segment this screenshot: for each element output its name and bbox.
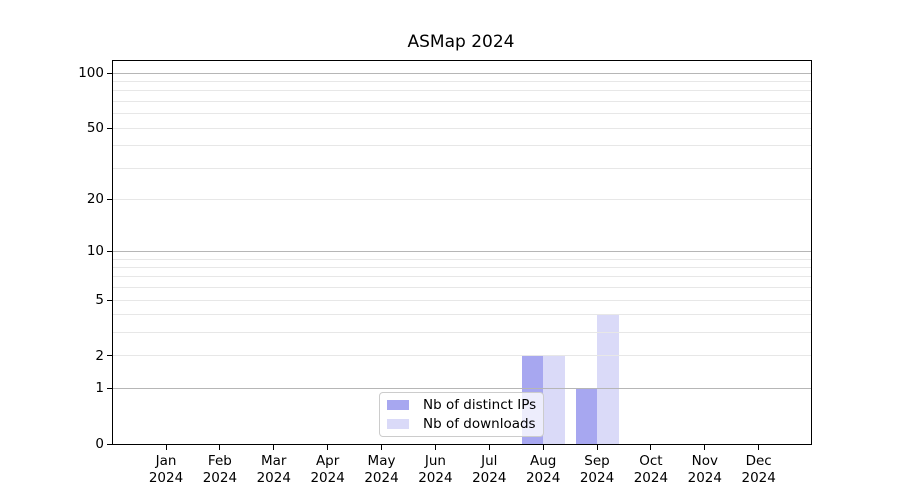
x-tick-may-2024 bbox=[381, 444, 383, 450]
y-tick-label-1: 1 bbox=[95, 380, 104, 397]
y-tick-5 bbox=[107, 299, 113, 301]
x-tick-sep-2024 bbox=[596, 444, 598, 450]
x-tick-aug-2024 bbox=[542, 444, 544, 450]
gridline-y-50 bbox=[113, 127, 811, 129]
gridline-y-1 bbox=[113, 387, 811, 389]
gridline-y-30 bbox=[113, 167, 811, 169]
x-tick-mar-2024 bbox=[273, 444, 275, 450]
legend-item-nb-of-downloads: Nb of downloads bbox=[387, 415, 536, 432]
y-tick-50 bbox=[107, 127, 113, 129]
x-tick-label-sep-2024: Sep 2024 bbox=[579, 453, 615, 486]
gridline-y-2 bbox=[113, 355, 811, 357]
legend-item-nb-of-distinct-ips: Nb of distinct IPs bbox=[387, 396, 537, 413]
x-tick-label-jun-2024: Jun 2024 bbox=[418, 453, 453, 486]
x-tick-jul-2024 bbox=[488, 444, 490, 450]
bar-nb-of-downloads-sep-2024 bbox=[597, 314, 619, 444]
y-tick-20 bbox=[107, 198, 113, 200]
gridline-y-100 bbox=[113, 72, 811, 74]
gridline-y-60 bbox=[113, 113, 811, 115]
legend-swatch-nb-of-downloads bbox=[387, 419, 409, 429]
gridline-y-90 bbox=[113, 81, 811, 83]
gridline-y-10 bbox=[113, 250, 811, 252]
legend: Nb of distinct IPs Nb of downloads bbox=[379, 392, 544, 437]
x-tick-jun-2024 bbox=[434, 444, 436, 450]
y-tick-label-100: 100 bbox=[78, 65, 104, 82]
chart-title: ASMap 2024 bbox=[407, 32, 515, 52]
y-tick-1 bbox=[107, 387, 113, 389]
x-tick-label-apr-2024: Apr 2024 bbox=[310, 453, 345, 486]
y-tick-label-20: 20 bbox=[86, 191, 104, 208]
y-tick-10 bbox=[107, 250, 113, 252]
gridline-y-5 bbox=[113, 299, 811, 301]
gridline-y-8 bbox=[113, 266, 811, 268]
gridline-y-6 bbox=[113, 287, 811, 289]
x-tick-label-may-2024: May 2024 bbox=[364, 453, 399, 486]
x-tick-feb-2024 bbox=[219, 444, 221, 450]
x-tick-apr-2024 bbox=[327, 444, 329, 450]
gridline-y-20 bbox=[113, 198, 811, 200]
x-tick-nov-2024 bbox=[704, 444, 706, 450]
plot-area: 100 50 20 10 5 2 1 0 Jan 2024 Feb 2024 Mar 2024 Apr… bbox=[78, 60, 812, 486]
x-tick-label-jan-2024: Jan 2024 bbox=[148, 453, 184, 486]
x-tick-label-oct-2024: Oct 2024 bbox=[633, 453, 669, 486]
gridline-y-9 bbox=[113, 258, 811, 260]
axis-layer: 100 50 20 10 5 2 1 0 Jan 2024 Feb 2024 Mar 2024 Apr… bbox=[78, 61, 811, 486]
x-tick-dec-2024 bbox=[758, 444, 760, 450]
bar-nb-of-downloads-aug-2024 bbox=[543, 355, 565, 444]
x-tick-jan-2024 bbox=[165, 444, 167, 450]
gridline-y-3 bbox=[113, 332, 811, 334]
x-tick-label-nov-2024: Nov 2024 bbox=[687, 453, 722, 486]
y-tick-100 bbox=[107, 72, 113, 74]
y-tick-label-2: 2 bbox=[95, 347, 104, 364]
y-tick-label-5: 5 bbox=[95, 292, 104, 309]
y-tick-label-50: 50 bbox=[86, 120, 104, 137]
y-tick-label-10: 10 bbox=[86, 243, 104, 260]
x-tick-label-jul-2024: Jul 2024 bbox=[472, 453, 507, 486]
grid-layer bbox=[113, 61, 811, 444]
y-tick-label-0: 0 bbox=[95, 436, 104, 452]
gridline-y-40 bbox=[113, 145, 811, 147]
y-tick-2 bbox=[107, 355, 113, 357]
legend-swatch-nb-of-distinct-ips bbox=[387, 400, 409, 410]
gridline-y-7 bbox=[113, 276, 811, 278]
legend-label-nb-of-distinct-ips: Nb of distinct IPs bbox=[423, 396, 537, 413]
x-tick-label-mar-2024: Mar 2024 bbox=[256, 453, 291, 486]
y-tick-0 bbox=[107, 443, 113, 445]
gridline-y-70 bbox=[113, 101, 811, 103]
x-tick-label-aug-2024: Aug 2024 bbox=[525, 453, 561, 486]
gridline-y-80 bbox=[113, 90, 811, 92]
bar-nb-of-distinct-ips-sep-2024 bbox=[575, 388, 598, 444]
gridline-y-4 bbox=[113, 314, 811, 316]
x-tick-oct-2024 bbox=[650, 444, 652, 450]
x-tick-label-feb-2024: Feb 2024 bbox=[202, 453, 238, 486]
x-tick-label-dec-2024: Dec 2024 bbox=[741, 453, 776, 486]
legend-label-nb-of-downloads: Nb of downloads bbox=[423, 415, 536, 432]
